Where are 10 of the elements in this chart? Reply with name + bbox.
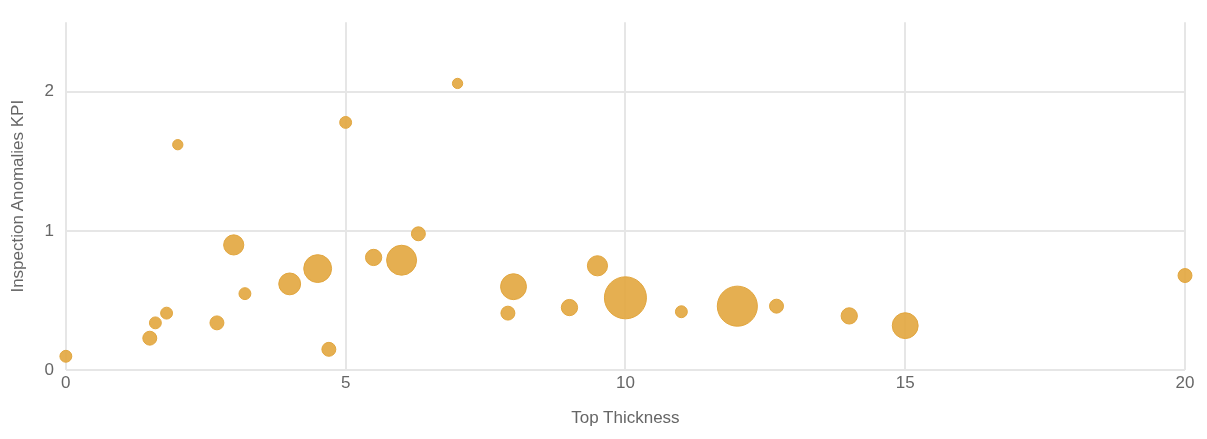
y-tick-label: 2	[44, 81, 54, 101]
x-tick-label: 10	[615, 373, 635, 393]
x-tick-label: 0	[61, 373, 71, 393]
y-tick-label: 1	[44, 220, 54, 240]
x-tick-label: 20	[1175, 373, 1195, 393]
x-tick-label: 15	[895, 373, 915, 393]
y-tick-label: 0	[44, 359, 54, 379]
y-axis-title: Inspection Anomalies KPI	[7, 99, 27, 293]
x-axis-title: Top Thickness	[571, 408, 680, 428]
x-tick-label: 5	[340, 373, 351, 393]
